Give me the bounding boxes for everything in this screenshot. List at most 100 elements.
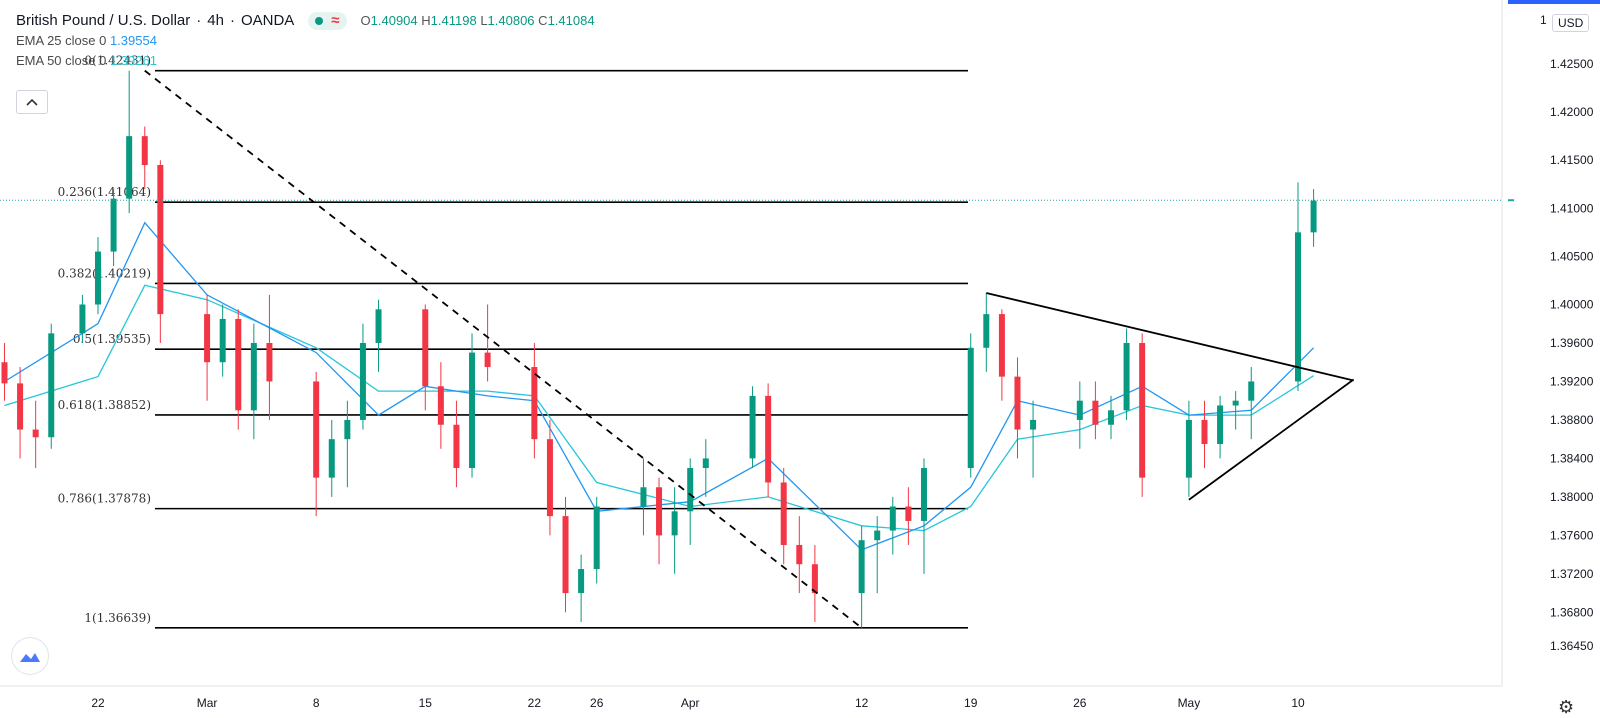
currency-button[interactable]: USD [1552, 14, 1590, 32]
fib-level-label: 0.618(1.38852) [58, 398, 151, 412]
candle-body [983, 314, 990, 348]
time-tick-label: 22 [528, 696, 542, 710]
candle-body [126, 136, 133, 199]
symbol-row: British Pound / U.S. Dollar · 4h · OANDA… [16, 12, 595, 30]
candle-body [359, 342, 366, 420]
candle-body [1123, 342, 1130, 411]
candle-body [562, 516, 569, 594]
gear-icon[interactable]: ⚙ [1558, 697, 1575, 717]
candle-body [453, 424, 460, 469]
candle-body [1295, 232, 1301, 382]
indicator-label: EMA 50 close 0 [16, 53, 107, 68]
candle-body [1310, 200, 1317, 233]
candle-body [17, 383, 24, 430]
candle-body [313, 381, 320, 478]
candle-body [469, 352, 476, 469]
candle-body [531, 367, 538, 440]
candle-body [702, 458, 709, 469]
candle-body [749, 395, 756, 459]
indicator-value: 1.39261 [109, 53, 157, 68]
candle-body [219, 318, 226, 363]
time-tick-label: 15 [419, 696, 433, 710]
fib-level-label: 1(1.36639) [84, 611, 151, 625]
last-price-marker [1508, 199, 1514, 202]
trendlines[interactable] [0, 69, 1502, 629]
candle-body [593, 506, 600, 570]
candle-body [687, 468, 694, 512]
candle-body [780, 482, 787, 545]
broker-label[interactable]: OANDA [240, 12, 295, 29]
price-tick-label: 1.37200 [1550, 567, 1594, 581]
close-label: C [538, 13, 548, 28]
candle-body [1076, 400, 1083, 420]
candle-body [1248, 381, 1255, 401]
candle-body [765, 395, 772, 483]
price-axis[interactable]: 1.42500 1.42000 1.41500 1.41000 1.40500 1.400… [1508, 0, 1600, 653]
open-label: O [360, 13, 371, 28]
collapse-legend-button[interactable] [16, 90, 48, 114]
price-tick-label: 1.41500 [1550, 153, 1594, 167]
interval-label[interactable]: 4h [207, 12, 224, 29]
time-tick-label: 26 [1073, 696, 1087, 710]
market-status-badge[interactable]: ≈ [308, 12, 347, 30]
price-axis-separator [0, 0, 1503, 687]
candle-body [546, 439, 553, 517]
candle-body [328, 439, 335, 478]
chart-legend: British Pound / U.S. Dollar · 4h · OANDA… [16, 12, 595, 70]
fib-diagonal-line [144, 69, 863, 629]
fib-level-label: 0.382(1.40219) [58, 266, 151, 280]
logo-cloud-icon [20, 653, 40, 662]
candle-body [640, 487, 647, 507]
low-label: L [480, 13, 488, 28]
price-tick-label: 1.38400 [1550, 451, 1594, 465]
candle-body [157, 165, 164, 315]
candle-body [422, 309, 429, 387]
time-tick-label: May [1178, 696, 1201, 710]
candle-body [967, 347, 974, 469]
indicator-label: EMA 25 close 0 [16, 33, 107, 48]
candle-body [1092, 400, 1099, 425]
indicator-ema50[interactable]: EMA 50 close 0 1.39261 [16, 52, 595, 70]
candle-body [204, 314, 211, 363]
price-tick-label: 1.42500 [1550, 57, 1594, 71]
time-tick-label: 26 [590, 696, 604, 710]
price-tick-label: 1.36800 [1550, 605, 1594, 619]
candle-body [110, 198, 117, 252]
low-value: 1.40806 [487, 13, 535, 28]
candle-body [235, 318, 242, 411]
candle-body [1185, 419, 1192, 478]
axis-top-highlight [1508, 0, 1600, 4]
price-tick-label: 1 [1540, 13, 1547, 27]
candle-body [141, 136, 148, 166]
candle-body [484, 352, 491, 368]
candle-body [1139, 342, 1146, 478]
tradingview-logo-icon[interactable] [12, 638, 48, 674]
price-tick-label: 1.40000 [1550, 297, 1594, 311]
high-label: H [421, 13, 431, 28]
price-tick-label: 1.42000 [1550, 105, 1594, 119]
indicator-ema25[interactable]: EMA 25 close 0 1.39554 [16, 32, 595, 50]
separator: · [196, 12, 202, 29]
symbol-name[interactable]: British Pound / U.S. Dollar [16, 12, 191, 29]
time-tick-label: 12 [855, 696, 869, 710]
price-tick-label: 1.40500 [1550, 249, 1594, 263]
candle-body [905, 506, 912, 521]
triangle-upper-line [986, 292, 1354, 382]
candle-body [32, 429, 39, 438]
time-tick-label: 19 [964, 696, 978, 710]
indicator-value: 1.39554 [109, 33, 157, 48]
time-tick-label: 22 [91, 696, 105, 710]
ohlc-readout: O1.40904 H1.41198 L1.40806 C1.41084 [361, 12, 595, 30]
candle-body [250, 342, 257, 411]
candle-body [95, 251, 101, 305]
time-axis[interactable]: 22 Mar 8 15 22 26 Apr 12 19 26 May 10 [91, 696, 1305, 710]
candle-body [671, 511, 678, 536]
high-value: 1.41198 [430, 13, 477, 28]
time-tick-label: 10 [1291, 696, 1305, 710]
fib-level-label: 0(1.42431) [84, 54, 151, 68]
price-tick-label: 1.41000 [1550, 201, 1594, 215]
candle-body [437, 386, 444, 425]
candle-body [920, 468, 927, 521]
price-tick-label: 1.39600 [1550, 336, 1594, 350]
